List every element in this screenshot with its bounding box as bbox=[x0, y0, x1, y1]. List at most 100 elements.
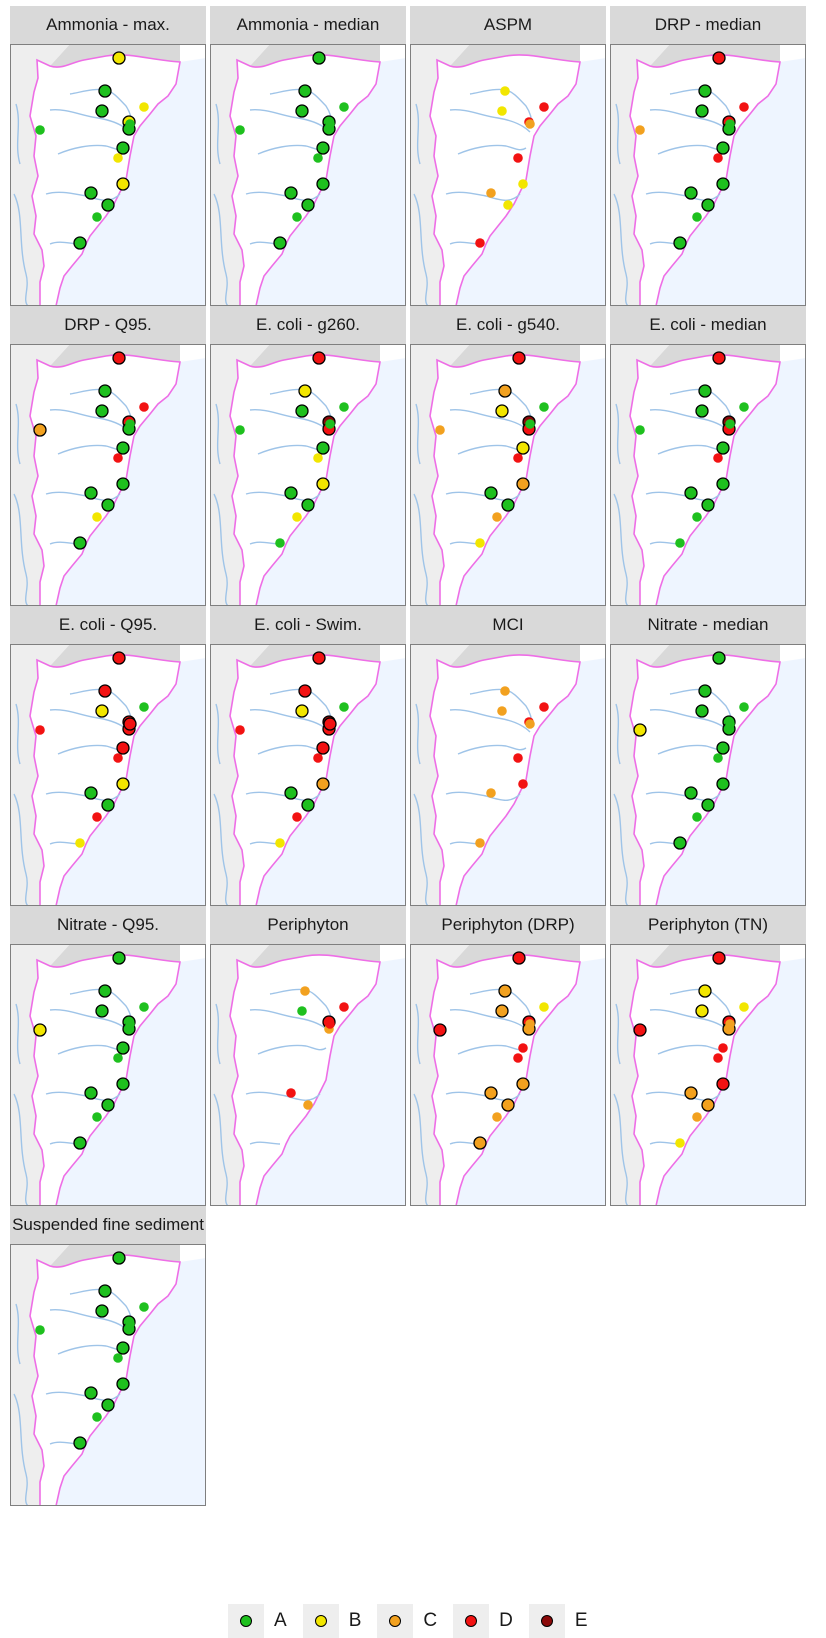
river-line bbox=[269, 388, 333, 427]
map-svg bbox=[11, 645, 205, 905]
panel-title: Ammonia - median bbox=[236, 15, 380, 34]
site-marker bbox=[98, 684, 112, 698]
map-svg bbox=[411, 645, 605, 905]
site-marker bbox=[539, 402, 549, 412]
site-marker bbox=[125, 1319, 135, 1329]
map-panel: Periphyton bbox=[210, 906, 406, 1206]
site-marker bbox=[692, 812, 702, 822]
sea bbox=[656, 658, 805, 905]
river-line bbox=[49, 108, 131, 133]
site-marker bbox=[516, 477, 530, 491]
site-marker bbox=[712, 51, 726, 65]
river-line bbox=[269, 88, 333, 127]
panel-title-strip: E. coli - g260. bbox=[210, 306, 406, 344]
site-marker bbox=[73, 1136, 87, 1150]
site-marker bbox=[35, 1325, 45, 1335]
river-line bbox=[669, 388, 733, 427]
catchment-map bbox=[210, 644, 406, 906]
map-panel: Nitrate - Q95. bbox=[10, 906, 206, 1206]
panel-title: Suspended fine sediment bbox=[12, 1215, 204, 1234]
map-svg bbox=[611, 45, 805, 305]
site-marker bbox=[92, 1412, 102, 1422]
site-marker bbox=[701, 498, 715, 512]
map-svg bbox=[411, 945, 605, 1205]
site-marker bbox=[113, 1053, 123, 1063]
site-marker bbox=[313, 753, 323, 763]
site-marker bbox=[284, 486, 298, 500]
catchment-map bbox=[410, 644, 606, 906]
site-marker bbox=[101, 1398, 115, 1412]
site-marker bbox=[101, 1098, 115, 1112]
river-line bbox=[469, 988, 533, 1027]
river-line bbox=[457, 744, 527, 755]
site-marker bbox=[739, 702, 749, 712]
site-marker bbox=[92, 1112, 102, 1122]
catchment-map bbox=[210, 344, 406, 606]
site-marker bbox=[98, 1284, 112, 1298]
site-marker bbox=[303, 1100, 313, 1110]
map-panel: Nitrate - median bbox=[610, 606, 806, 906]
panel-title-strip: MCI bbox=[410, 606, 606, 644]
site-marker bbox=[316, 477, 330, 491]
river-line bbox=[415, 103, 421, 165]
river-line bbox=[13, 793, 29, 905]
legend-dot-icon bbox=[465, 1615, 478, 1627]
site-marker bbox=[84, 186, 98, 200]
panel-title: E. coli - g260. bbox=[256, 315, 360, 334]
site-marker bbox=[73, 236, 87, 250]
site-marker bbox=[116, 441, 130, 455]
site-marker bbox=[475, 838, 485, 848]
site-marker bbox=[298, 84, 312, 98]
sea bbox=[256, 658, 405, 905]
site-marker bbox=[673, 836, 687, 850]
land-outside-west bbox=[11, 45, 70, 305]
site-marker bbox=[35, 125, 45, 135]
river-line bbox=[15, 403, 21, 465]
land-outside-west bbox=[611, 345, 670, 605]
sea bbox=[256, 58, 405, 305]
site-marker bbox=[73, 536, 87, 550]
site-marker bbox=[718, 1043, 728, 1053]
map-panel: ASPM bbox=[410, 6, 606, 306]
site-marker bbox=[139, 402, 149, 412]
site-marker bbox=[339, 102, 349, 112]
sea bbox=[256, 358, 405, 605]
site-marker bbox=[116, 1077, 130, 1091]
catchment-map bbox=[10, 1244, 206, 1506]
land-outside-north bbox=[50, 345, 180, 368]
river-line bbox=[215, 403, 221, 465]
land-outside-north bbox=[650, 345, 780, 368]
panel-title: MCI bbox=[492, 615, 524, 634]
site-marker bbox=[73, 1436, 87, 1450]
site-marker bbox=[475, 238, 485, 248]
river-line bbox=[15, 1003, 21, 1065]
site-marker bbox=[116, 1341, 130, 1355]
site-marker bbox=[486, 188, 496, 198]
river-line bbox=[615, 103, 621, 165]
map-panel: Ammonia - median bbox=[210, 6, 406, 306]
site-marker bbox=[518, 179, 528, 189]
site-marker bbox=[698, 84, 712, 98]
river-line bbox=[615, 1003, 621, 1065]
site-marker bbox=[297, 1006, 307, 1016]
site-marker bbox=[284, 186, 298, 200]
site-marker bbox=[716, 741, 730, 755]
panel-title-strip: Periphyton (DRP) bbox=[410, 906, 606, 944]
site-marker bbox=[125, 119, 135, 129]
site-marker bbox=[101, 198, 115, 212]
site-marker bbox=[116, 177, 130, 191]
map-panel: Periphyton (DRP) bbox=[410, 906, 606, 1206]
river-line bbox=[613, 193, 629, 305]
site-marker bbox=[633, 1023, 647, 1037]
river-line bbox=[449, 708, 531, 733]
river-line bbox=[615, 403, 621, 465]
site-marker bbox=[716, 777, 730, 791]
river-line bbox=[469, 388, 533, 427]
catchment-map bbox=[410, 344, 606, 606]
site-marker bbox=[495, 404, 509, 418]
legend-label: D bbox=[499, 1610, 513, 1631]
site-marker bbox=[716, 441, 730, 455]
river-line bbox=[415, 703, 421, 765]
site-marker bbox=[692, 1112, 702, 1122]
panel-title: E. coli - Swim. bbox=[254, 615, 362, 634]
